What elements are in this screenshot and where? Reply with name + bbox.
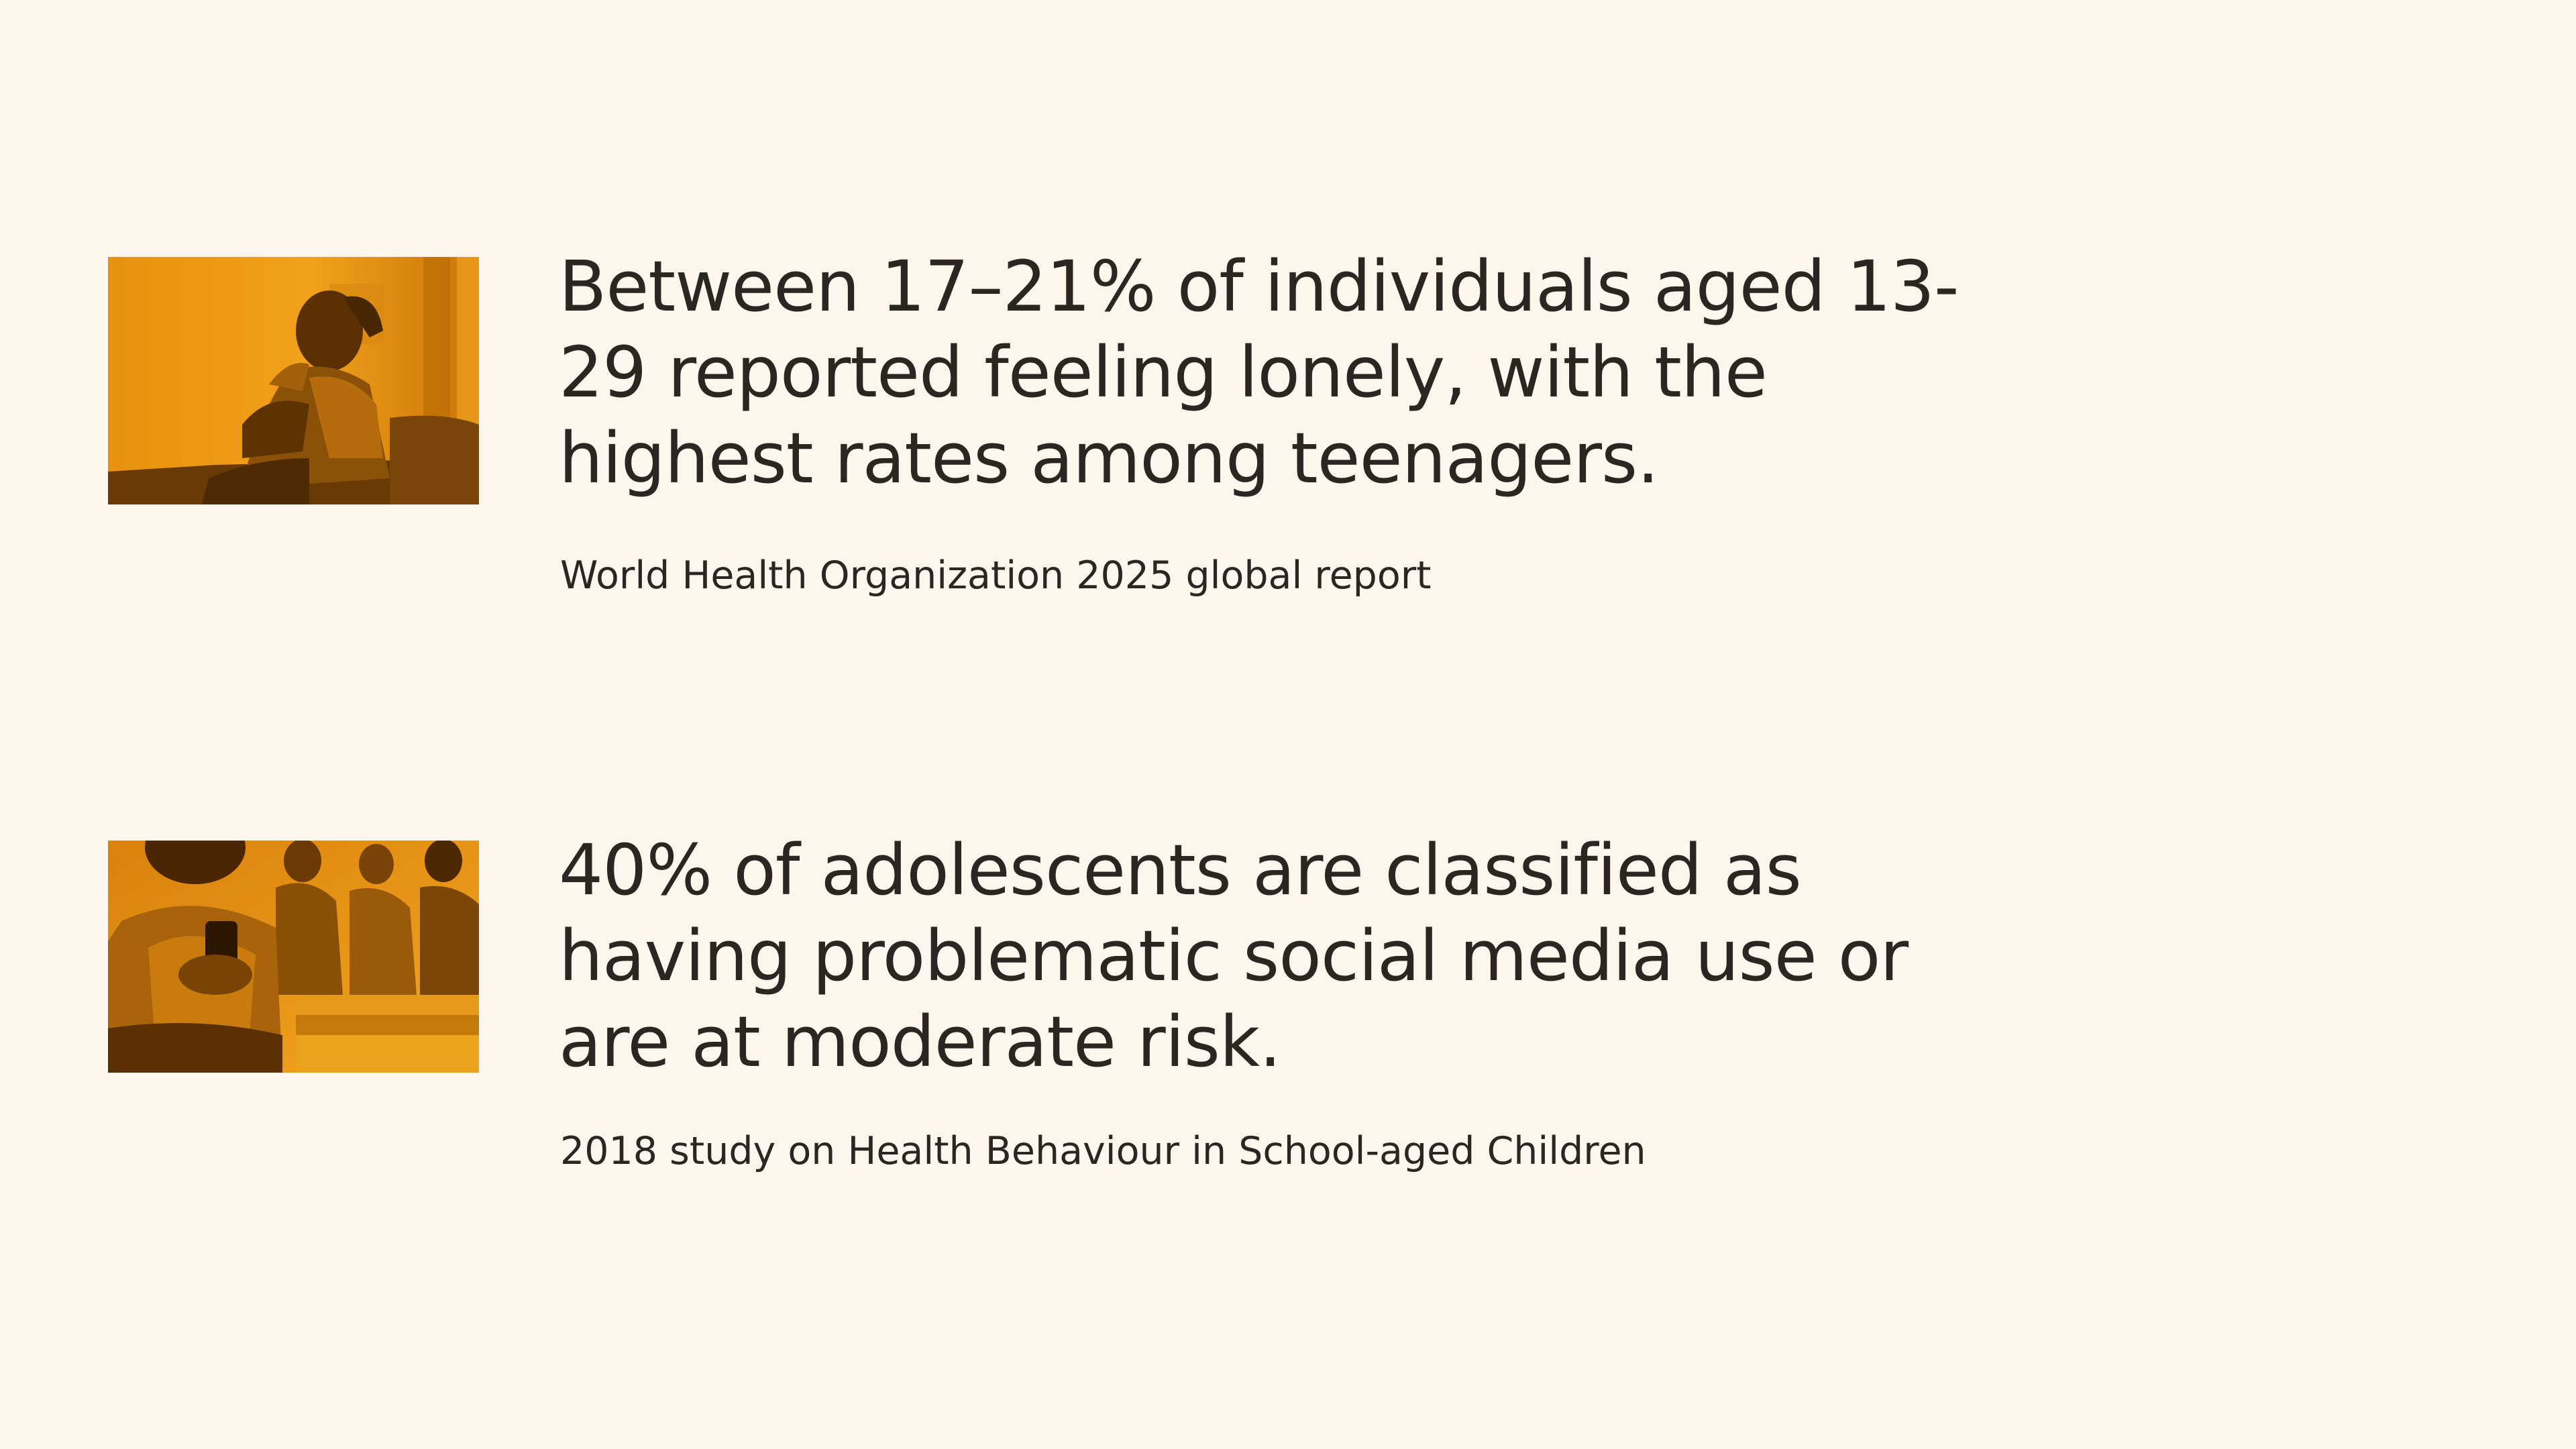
teens-with-phones-illustration xyxy=(108,841,479,1073)
stat-statement: 40% of adolescents are classified as hav… xyxy=(559,829,1909,1083)
teens-with-phones-photo xyxy=(108,841,479,1073)
stat-source: 2018 study on Health Behaviour in School… xyxy=(560,1129,1646,1173)
stat-source: World Health Organization 2025 global re… xyxy=(560,553,1432,598)
lonely-teen-illustration xyxy=(108,257,479,504)
stat-statement: Between 17–21% of individuals aged 13-29… xyxy=(559,246,1960,499)
lonely-teen-photo xyxy=(108,257,479,504)
